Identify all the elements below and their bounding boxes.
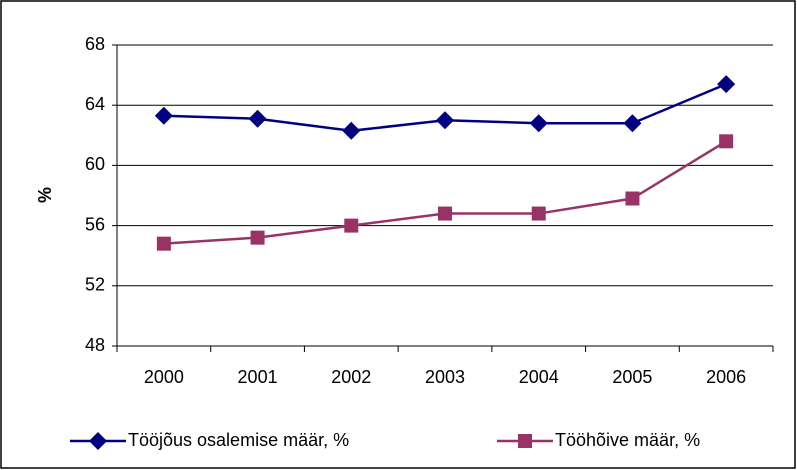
y-tick-label: 56 — [85, 214, 105, 234]
y-tick-label: 48 — [85, 335, 105, 355]
data-point — [717, 75, 736, 94]
data-point — [529, 114, 548, 133]
data-point — [438, 206, 452, 221]
data-point — [625, 191, 640, 206]
legend-marker — [89, 432, 107, 450]
x-tick-label: 2003 — [425, 367, 465, 387]
data-point — [344, 218, 359, 233]
x-tick-label: 2005 — [612, 367, 652, 387]
x-tick-label: 2002 — [331, 367, 371, 387]
legend-label: Tööhõive määr, % — [555, 430, 700, 450]
data-point — [154, 106, 173, 125]
legend-marker — [518, 434, 532, 448]
x-tick-label: 2004 — [519, 367, 559, 387]
data-point — [156, 236, 171, 251]
data-point — [623, 114, 642, 133]
data-point — [342, 121, 361, 140]
data-point — [436, 111, 454, 130]
y-tick-label: 64 — [85, 94, 105, 114]
y-tick-label: 52 — [85, 275, 105, 295]
y-tick-label: 60 — [85, 154, 105, 174]
data-point — [719, 134, 734, 149]
data-point — [250, 230, 265, 245]
data-point — [531, 206, 546, 221]
legend-label: Tööjõus osalemise määr, % — [128, 430, 349, 450]
x-tick-label: 2001 — [238, 367, 278, 387]
y-tick-label: 68 — [85, 34, 105, 54]
y-axis-label: % — [35, 187, 55, 203]
x-tick-label: 2000 — [144, 367, 184, 387]
data-point — [248, 109, 267, 128]
x-tick-label: 2006 — [706, 367, 746, 387]
